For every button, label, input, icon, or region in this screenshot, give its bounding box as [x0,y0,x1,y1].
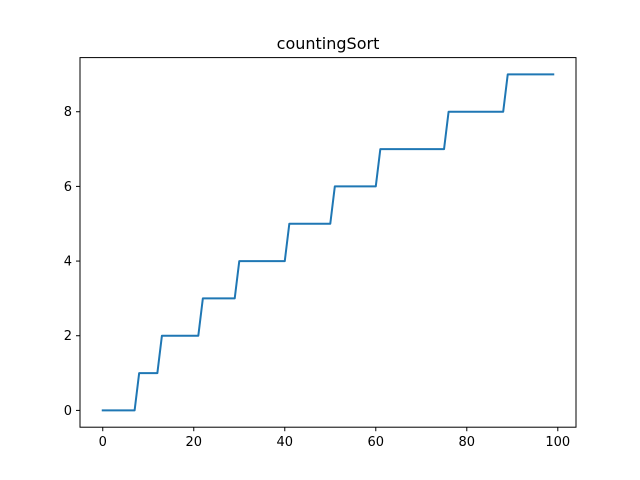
x-tick-label: 60 [368,435,385,450]
y-tick-label: 2 [64,329,72,344]
x-tick-label: 0 [99,435,107,450]
series-line [101,73,555,412]
x-tick-label: 40 [276,435,293,450]
x-tick-label: 20 [185,435,202,450]
y-axis: 0 2 4 6 8 [64,105,80,419]
chart-title: countingSort [277,34,380,53]
y-tick-label: 6 [64,180,72,195]
x-tick-label: 80 [459,435,476,450]
plot-frame [79,57,577,428]
y-tick-label: 8 [64,105,72,120]
y-tick-label: 4 [64,255,72,270]
y-tick-label: 0 [64,404,72,419]
plot-series [101,73,555,412]
x-axis: 0 20 40 60 80 100 [99,427,570,450]
x-tick-label: 100 [545,435,570,450]
